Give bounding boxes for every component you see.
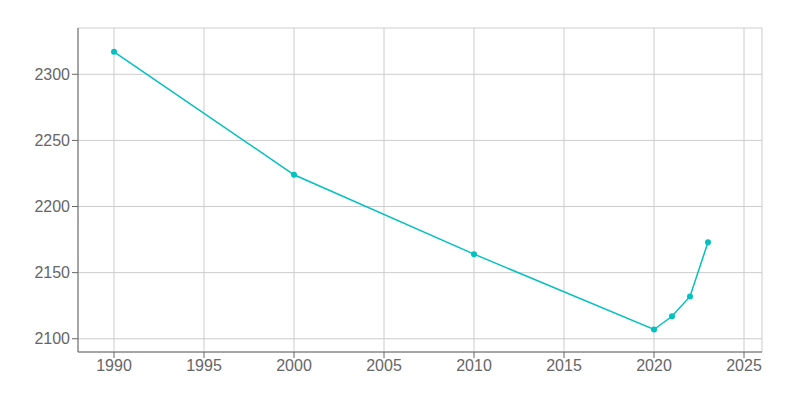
svg-text:2200: 2200 <box>34 198 70 215</box>
svg-text:2300: 2300 <box>34 66 70 83</box>
svg-text:2000: 2000 <box>276 357 312 374</box>
svg-text:2015: 2015 <box>546 357 582 374</box>
svg-text:2250: 2250 <box>34 132 70 149</box>
svg-text:2100: 2100 <box>34 330 70 347</box>
svg-text:2025: 2025 <box>726 357 762 374</box>
svg-text:2010: 2010 <box>456 357 492 374</box>
svg-text:1995: 1995 <box>186 357 222 374</box>
svg-text:2150: 2150 <box>34 264 70 281</box>
svg-text:1990: 1990 <box>96 357 132 374</box>
svg-text:2020: 2020 <box>636 357 672 374</box>
svg-text:2005: 2005 <box>366 357 402 374</box>
